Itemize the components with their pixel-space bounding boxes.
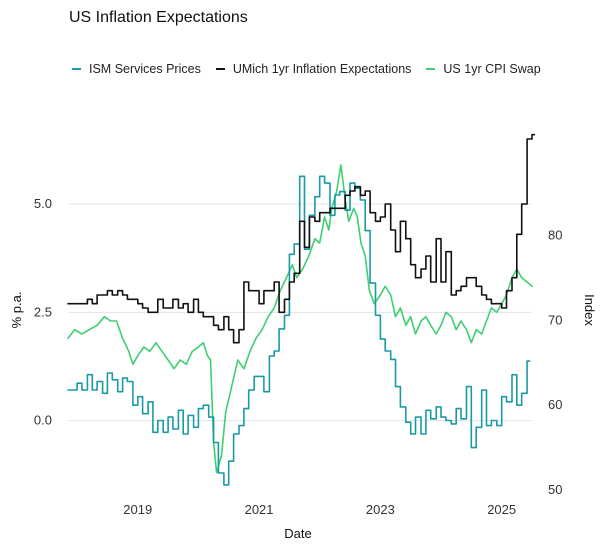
legend-label-cpi-swap: US 1yr CPI Swap bbox=[443, 62, 541, 76]
legend-item-cpi-swap[interactable]: US 1yr CPI Swap bbox=[426, 62, 541, 76]
chart-title: US Inflation Expectations bbox=[69, 9, 248, 26]
legend-swatch-cpi-swap bbox=[426, 68, 436, 70]
y-left-tick-label: 0.0 bbox=[34, 413, 52, 428]
y-left-tick-label: 5.0 bbox=[34, 196, 52, 211]
legend-label-ism: ISM Services Prices bbox=[89, 62, 201, 76]
y-right-tick-label: 50 bbox=[548, 482, 562, 497]
legend-item-ism[interactable]: ISM Services Prices bbox=[72, 62, 201, 76]
x-tick-label: 2023 bbox=[366, 502, 395, 517]
series-layer bbox=[67, 133, 536, 486]
y-left-axis-label: % p.a. bbox=[9, 292, 24, 329]
y-right-axis-label: Index bbox=[582, 294, 597, 326]
legend-swatch-umich bbox=[215, 68, 225, 70]
x-tick-label: 2019 bbox=[123, 502, 152, 517]
y-right-tick-label: 70 bbox=[548, 312, 562, 327]
axes-layer: 0.0 2.5 5.0 50 60 70 80 2019 2021 2023 2025 bbox=[34, 196, 563, 517]
y-right-tick-label: 60 bbox=[548, 397, 562, 412]
x-axis-label: Date bbox=[284, 526, 311, 541]
chart-legend: ISM Services Prices UMich 1yr Inflation … bbox=[72, 62, 556, 76]
series-line-us-1yr-cpi-swap bbox=[67, 164, 533, 474]
series-line-ism-services-prices bbox=[67, 175, 531, 486]
y-left-tick-label: 2.5 bbox=[34, 304, 52, 319]
legend-swatch-ism bbox=[72, 68, 81, 70]
x-tick-label: 2025 bbox=[487, 502, 516, 517]
legend-label-umich: UMich 1yr Inflation Expectations bbox=[232, 62, 412, 76]
y-right-tick-label: 80 bbox=[548, 228, 562, 243]
x-tick-label: 2021 bbox=[245, 502, 274, 517]
series-line-umich-1yr-inflation-expectations bbox=[67, 133, 536, 344]
legend-item-umich[interactable]: UMich 1yr Inflation Expectations bbox=[215, 62, 412, 76]
